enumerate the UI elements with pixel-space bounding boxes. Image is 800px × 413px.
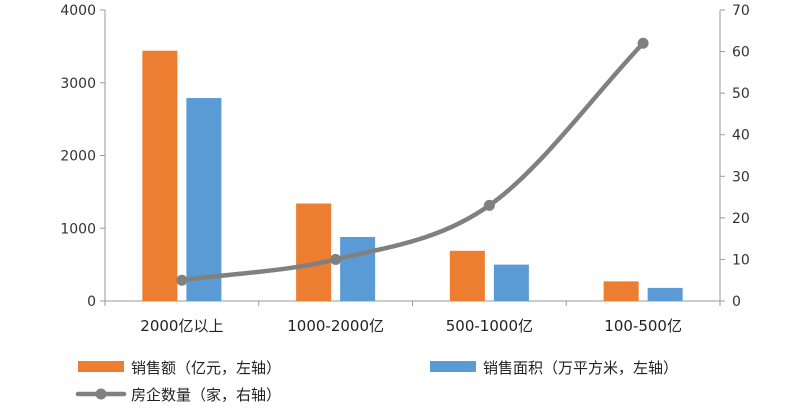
x-category-label: 500-1000亿 bbox=[446, 317, 533, 335]
sales-amount-bar bbox=[296, 203, 332, 301]
left-axis-tick-label: 2000 bbox=[60, 149, 96, 165]
right-axis-tick-label: 70 bbox=[732, 3, 750, 19]
left-axis-tick-label: 0 bbox=[87, 294, 96, 310]
right-axis-tick-label: 20 bbox=[732, 211, 750, 227]
right-axis-tick-label: 40 bbox=[732, 128, 750, 144]
legend-sales-amount-swatch bbox=[78, 361, 124, 372]
x-category-label: 1000-2000亿 bbox=[287, 317, 384, 335]
right-axis-tick-label: 50 bbox=[732, 86, 750, 102]
right-axis-tick-label: 60 bbox=[732, 45, 750, 61]
sales-amount-bar bbox=[603, 281, 639, 301]
company-count-point bbox=[483, 199, 495, 211]
line-layer bbox=[176, 37, 649, 286]
sales-area-bar bbox=[186, 98, 222, 301]
legend-sales-amount-label: 销售额（亿元，左轴） bbox=[131, 359, 281, 377]
legend-sales-area-swatch bbox=[430, 361, 476, 372]
x-category-label: 100-500亿 bbox=[604, 317, 682, 335]
company-count-point bbox=[176, 274, 188, 286]
left-axis-tick-label: 4000 bbox=[60, 3, 96, 19]
left-axis-tick-label: 1000 bbox=[60, 221, 96, 237]
legend-company-count-swatch-marker bbox=[95, 388, 107, 400]
sales-area-bar bbox=[340, 236, 376, 301]
legend-company-count-label: 房企数量（家，右轴） bbox=[131, 386, 281, 404]
left-axis-tick-label: 3000 bbox=[60, 76, 96, 92]
legend-layer: 销售额（亿元，左轴） 销售面积（万平方米，左轴） 房企数量（家，右轴） bbox=[75, 359, 678, 404]
company-count-point bbox=[637, 37, 649, 49]
right-axis-tick-label: 10 bbox=[732, 252, 750, 268]
sales-amount-bar bbox=[142, 50, 178, 301]
sales-area-bar bbox=[647, 287, 683, 301]
company-count-point bbox=[330, 253, 342, 265]
bars-layer bbox=[142, 50, 683, 301]
x-category-label: 2000亿以上 bbox=[140, 317, 223, 335]
right-axis-tick-label: 30 bbox=[732, 169, 750, 185]
sales-area-bar bbox=[493, 264, 529, 301]
sales-amount-bar bbox=[449, 250, 485, 301]
right-axis-tick-label: 0 bbox=[732, 294, 741, 310]
legend-sales-area-label: 销售面积（万平方米，左轴） bbox=[483, 359, 678, 377]
labels-layer: 0 1000 2000 3000 4000 0 10 20 30 40 50 60 70 2000亿以上 1… bbox=[60, 3, 749, 335]
company-count-line bbox=[179, 41, 646, 283]
